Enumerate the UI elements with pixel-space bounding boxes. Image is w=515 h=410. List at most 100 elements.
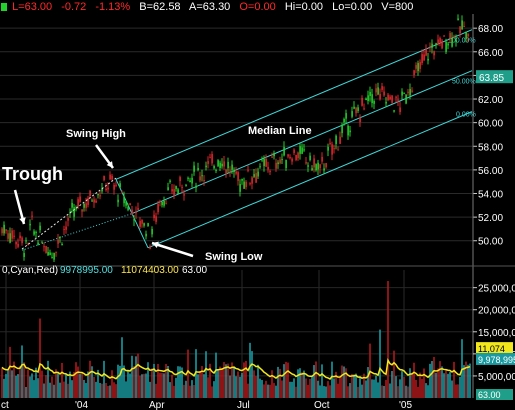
candle-body xyxy=(445,41,447,52)
candle-body xyxy=(359,117,361,123)
candle-body xyxy=(121,191,123,193)
volume-value-1: 9978995.00 xyxy=(60,265,113,276)
volume-bar xyxy=(195,349,197,398)
volume-bar xyxy=(165,363,167,398)
candle-body xyxy=(17,243,19,247)
volume-bar xyxy=(315,361,317,398)
volume-bar xyxy=(269,384,271,398)
x-tick-label: '04 xyxy=(75,400,88,410)
candle-body xyxy=(367,95,369,102)
volume-bar xyxy=(71,380,73,398)
candle-body xyxy=(87,197,89,205)
candle-body xyxy=(341,124,343,134)
candle-body xyxy=(295,154,297,160)
volume-bar xyxy=(365,380,367,398)
volume-bar xyxy=(197,374,199,398)
candle-body xyxy=(383,91,385,96)
candle-body xyxy=(127,206,129,210)
candle-body xyxy=(107,187,109,190)
volume-bar xyxy=(461,339,463,398)
volume-bar xyxy=(39,318,41,398)
candle-body xyxy=(283,146,285,156)
candle-body xyxy=(377,87,379,95)
volume-bar xyxy=(145,373,147,398)
candle-body xyxy=(173,189,175,196)
volume-bar xyxy=(459,376,461,398)
volume-bar xyxy=(215,352,217,398)
candle-body xyxy=(335,135,337,144)
candle-body xyxy=(285,159,287,169)
candle-body xyxy=(235,171,237,174)
volume-bar xyxy=(243,362,245,398)
volume-bar xyxy=(183,384,185,398)
candle-body xyxy=(137,208,139,210)
volume-bar xyxy=(457,384,459,398)
candle-body xyxy=(293,149,295,153)
volume-bar xyxy=(181,367,183,398)
volume-bar xyxy=(45,375,47,398)
volume-bar xyxy=(439,361,441,398)
candle-body xyxy=(111,175,113,180)
candle-body xyxy=(401,91,403,96)
volume-bar xyxy=(227,363,229,398)
volume-badge-yellow-label: 11,074 xyxy=(478,344,505,354)
candle-body xyxy=(281,159,283,161)
candle-body xyxy=(49,252,51,255)
candle-body xyxy=(375,88,377,93)
volume-bar xyxy=(187,349,189,398)
candle-body xyxy=(275,162,277,169)
candle-body xyxy=(229,170,231,172)
candle-body xyxy=(457,18,459,21)
volume-bar xyxy=(191,380,193,398)
volume-bar xyxy=(455,384,457,398)
candle-body xyxy=(15,241,17,245)
candle-body xyxy=(449,33,451,39)
candle-body xyxy=(31,215,33,217)
candle-body xyxy=(427,58,429,61)
volume-bar xyxy=(171,374,173,398)
volume-bar xyxy=(249,342,251,398)
candle-body xyxy=(257,171,259,177)
candle-body xyxy=(319,164,321,169)
candle-body xyxy=(99,195,101,197)
candle-body xyxy=(89,190,91,196)
candle-body xyxy=(301,147,303,154)
volume-bar xyxy=(57,372,59,398)
arrow-shaft xyxy=(151,241,194,258)
candle-body xyxy=(315,164,317,171)
candle-body xyxy=(11,230,13,239)
x-tick-label: Apr xyxy=(149,400,165,410)
volume-bar xyxy=(331,361,333,398)
volume-value-2: 11074403.00 xyxy=(121,265,179,276)
volume-bar xyxy=(299,368,301,398)
volume-bar xyxy=(443,373,445,398)
arrow-head xyxy=(19,217,26,224)
candle-body xyxy=(305,162,307,164)
candle-body xyxy=(155,216,157,222)
candle-body xyxy=(351,111,353,117)
volume-bar xyxy=(179,366,181,398)
volume-bar xyxy=(345,368,347,398)
candle-body xyxy=(265,158,267,167)
volume-bar xyxy=(291,381,293,398)
volume-bar xyxy=(223,362,225,398)
volume-bar xyxy=(281,380,283,398)
volume-bar xyxy=(421,379,423,398)
candle-body xyxy=(347,125,349,136)
candle-body xyxy=(43,246,45,248)
volume-bar xyxy=(301,372,303,398)
volume-bar xyxy=(69,371,71,398)
volume-bar xyxy=(453,361,455,398)
candle-body xyxy=(3,224,5,234)
volume-bar xyxy=(287,362,289,398)
volume-bar xyxy=(377,382,379,398)
candle-body xyxy=(373,100,375,104)
candle-body xyxy=(241,179,243,181)
volume-bar xyxy=(143,373,145,398)
candle-body xyxy=(255,173,257,183)
volume-bar xyxy=(391,371,393,398)
volume-bar xyxy=(147,362,149,398)
volume-bar xyxy=(137,353,139,398)
volume-bar xyxy=(407,386,409,398)
candle-body xyxy=(307,165,309,167)
